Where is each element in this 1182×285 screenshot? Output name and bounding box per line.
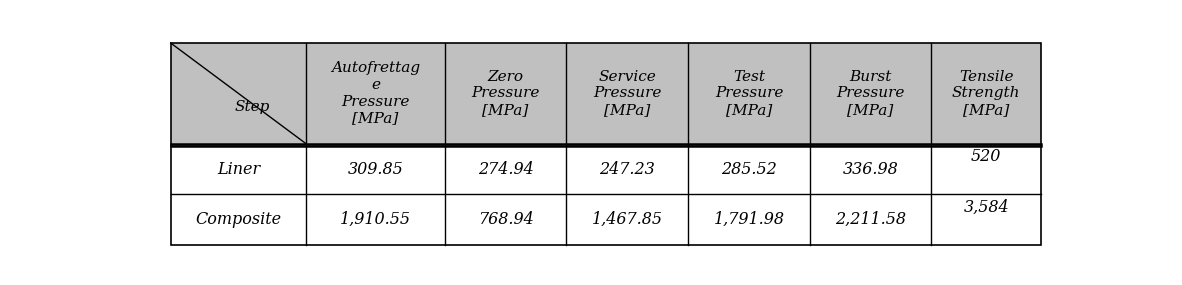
Text: 1,910.55: 1,910.55 (340, 211, 411, 228)
FancyBboxPatch shape (170, 144, 1041, 194)
Text: 768.94: 768.94 (478, 211, 533, 228)
Text: 309.85: 309.85 (348, 161, 403, 178)
Text: Composite: Composite (195, 211, 281, 228)
Text: 1,467.85: 1,467.85 (592, 211, 663, 228)
Text: 3,584: 3,584 (963, 199, 1009, 215)
Text: 274.94: 274.94 (478, 161, 533, 178)
Text: Liner: Liner (217, 161, 260, 178)
Text: 247.23: 247.23 (599, 161, 655, 178)
Text: 1,791.98: 1,791.98 (714, 211, 785, 228)
Text: 336.98: 336.98 (843, 161, 898, 178)
Text: 285.52: 285.52 (721, 161, 777, 178)
Text: Tensile
Strength
[MPa]: Tensile Strength [MPa] (952, 70, 1020, 117)
FancyBboxPatch shape (170, 43, 1041, 144)
Text: Zero
Pressure
[MPa]: Zero Pressure [MPa] (472, 70, 540, 117)
Text: Test
Pressure
[MPa]: Test Pressure [MPa] (715, 70, 784, 117)
Text: Step: Step (234, 100, 269, 114)
Text: Service
Pressure
[MPa]: Service Pressure [MPa] (593, 70, 662, 117)
Text: 2,211.58: 2,211.58 (836, 211, 907, 228)
FancyBboxPatch shape (170, 194, 1041, 245)
Text: 520: 520 (970, 148, 1001, 165)
Text: Autofrettag
e
Pressure
[MPa]: Autofrettag e Pressure [MPa] (331, 61, 420, 126)
Text: Burst
Pressure
[MPa]: Burst Pressure [MPa] (837, 70, 904, 117)
